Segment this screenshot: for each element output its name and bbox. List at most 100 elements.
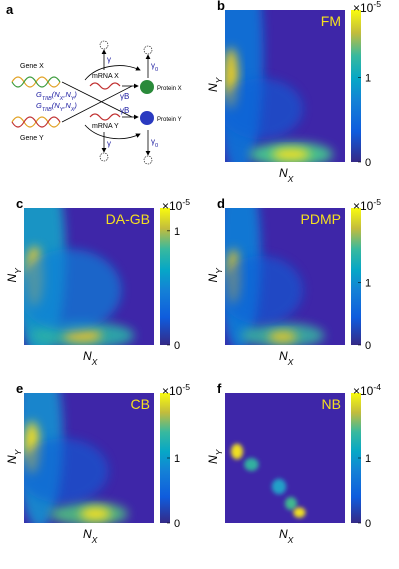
method-label: DA-GB <box>106 211 150 227</box>
text-part: Y <box>214 76 224 83</box>
colorbar-multiplier: ×10-5 <box>162 197 190 213</box>
text-part: TIIB <box>42 107 52 113</box>
text-part: X <box>287 174 295 184</box>
text-part: ×10 <box>162 384 183 398</box>
density-blob <box>231 443 243 460</box>
colorbar-tick-label: 0 <box>365 518 371 530</box>
density-blob <box>271 478 287 495</box>
x-axis-label: NX <box>83 349 99 367</box>
text-part: -5 <box>182 197 190 207</box>
text-part: N <box>5 455 19 464</box>
density-blob <box>225 255 303 325</box>
heatmap-density <box>24 393 128 523</box>
diagram <box>11 40 154 165</box>
colorbar-multiplier: ×10-5 <box>353 0 381 15</box>
colorbar-tick-label: 1 <box>174 453 180 465</box>
y-axis-label: NY <box>206 267 224 283</box>
text-part: N <box>83 349 92 363</box>
heatmap <box>24 393 154 523</box>
text-part: X <box>59 96 64 102</box>
text-part: Y <box>214 448 224 455</box>
text-part: X <box>287 535 295 545</box>
text-part: X <box>91 357 99 367</box>
colorbar-tick-label: 1 <box>174 226 180 238</box>
colorbar-tick-label: 0 <box>365 157 371 169</box>
method-label: CB <box>131 396 150 412</box>
colorbar-tick-label: 0 <box>174 340 180 352</box>
panel-label: d <box>217 196 225 211</box>
text-part: N <box>279 527 288 541</box>
text-part: ×10 <box>353 384 374 398</box>
text-part: ×10 <box>353 199 374 213</box>
heatmap <box>225 10 345 162</box>
colorbar-tick-label: 0 <box>365 340 371 352</box>
gamma-b-x: γB <box>120 92 129 101</box>
panel-label: f <box>217 381 222 396</box>
colorbar <box>351 10 361 162</box>
x-axis-label: NX <box>279 349 295 367</box>
density-blob <box>268 331 297 343</box>
y-axis-label: NY <box>5 267 23 283</box>
text-part: Y <box>13 267 23 274</box>
text-part: -5 <box>182 382 190 392</box>
heatmap-density <box>225 10 333 162</box>
text-part: -5 <box>373 0 381 9</box>
y-axis-label: NY <box>206 76 224 92</box>
gamma-b-y: γB <box>120 106 129 115</box>
panel-label: c <box>16 196 23 211</box>
method-label: FM <box>321 13 341 29</box>
text-part: ) <box>73 90 77 99</box>
density-blob <box>293 507 306 518</box>
text-part: X <box>91 535 99 545</box>
panel-label: b <box>217 0 225 13</box>
heatmap <box>225 393 345 523</box>
mrna-y: mRNA Y <box>92 123 119 130</box>
panel-label: e <box>16 381 23 396</box>
density-blob <box>79 507 112 521</box>
colorbar-tick-label: 0 <box>174 518 180 530</box>
density-blob <box>225 78 303 140</box>
text-part: γ <box>151 137 155 146</box>
protein-y: Protein Y <box>157 117 182 123</box>
text-part: N <box>5 274 19 283</box>
protein-x: Protein X <box>157 86 182 92</box>
gamma-x: γ <box>107 55 111 64</box>
gene-y: Gene Y <box>20 135 44 142</box>
y-axis-label: NY <box>5 448 23 464</box>
text-part: N <box>279 349 288 363</box>
text-part: 0 <box>155 67 158 73</box>
density-blob <box>24 249 122 332</box>
density-blob <box>24 438 109 504</box>
colorbar-tick-label: 1 <box>365 73 371 85</box>
gene-x: Gene X <box>20 63 44 70</box>
text-part: N <box>206 83 220 92</box>
text-part: X <box>70 107 75 113</box>
heatmap-density <box>225 208 325 345</box>
text-part: (N <box>52 90 60 99</box>
rate-x: GTIIB(NX,NY) <box>36 90 77 102</box>
gamma-y: γ <box>107 139 111 148</box>
colorbar <box>351 393 361 523</box>
density-blob <box>285 497 297 510</box>
density-blob <box>271 148 311 161</box>
text-part: ×10 <box>353 1 374 15</box>
text-part: 0 <box>155 143 158 149</box>
y-axis-label: NY <box>206 448 224 464</box>
colorbar <box>351 208 361 345</box>
gamma-0-x: γ0 <box>151 61 158 73</box>
gamma-0-y: γ0 <box>151 137 158 149</box>
text-part: ) <box>73 101 77 110</box>
text-part: N <box>206 455 220 464</box>
text-part: γ <box>151 61 155 70</box>
text-part: N <box>206 274 220 283</box>
text-part: X <box>287 357 295 367</box>
colorbar-tick-label: 1 <box>365 453 371 465</box>
density-blob <box>63 328 102 343</box>
rate-y: GTIIB(NY,NX) <box>36 101 77 113</box>
mrna-x: mRNA X <box>92 73 119 80</box>
text-part: Y <box>214 267 224 274</box>
text-part: -5 <box>373 197 381 207</box>
colorbar-multiplier: ×10-4 <box>353 382 381 398</box>
text-part: Y <box>13 448 23 455</box>
colorbar-tick-label: 1 <box>365 278 371 290</box>
